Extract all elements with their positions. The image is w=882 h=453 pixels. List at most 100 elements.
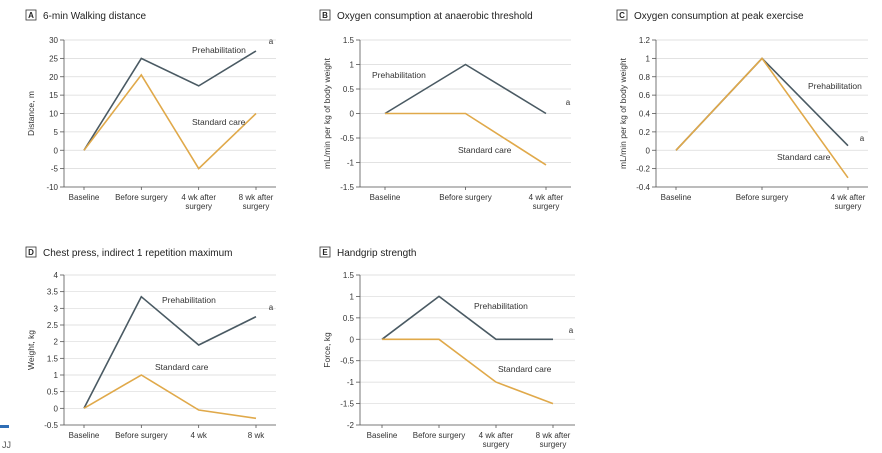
y-tick-label: -10	[46, 183, 58, 192]
y-tick-label: 10	[49, 110, 58, 119]
y-tick-label: 0	[54, 404, 59, 413]
x-tick-label-line: 8 wk	[248, 431, 265, 440]
series-line-prehabilitation	[83, 295, 257, 409]
y-tick-label: 3	[54, 304, 59, 313]
x-tick-label-line: Before surgery	[736, 193, 788, 202]
x-tick-label: Before surgery	[439, 193, 491, 202]
x-tick-label-line: surgery	[483, 440, 510, 449]
y-tick-label: 0	[350, 335, 355, 344]
significance-marker: a	[860, 134, 865, 143]
x-tick-label: Baseline	[367, 431, 398, 440]
x-tick-label-line: surgery	[185, 202, 212, 211]
significance-marker: a	[569, 326, 574, 335]
footer-mark: JJ	[2, 440, 11, 450]
y-tick-label: 3.5	[47, 288, 59, 297]
y-tick-label: 2	[54, 338, 59, 347]
series-line-standard-care	[675, 57, 849, 179]
x-tick-label: 4 wk	[190, 431, 207, 440]
y-tick-label: -2	[347, 421, 355, 430]
x-tick-label-line: 4 wk after	[529, 193, 564, 202]
series-label-standard-care: Standard care	[192, 117, 246, 127]
y-tick-label: 0	[350, 110, 355, 119]
y-tick-label: 1	[350, 61, 355, 70]
panel-title: Oxygen consumption at anaerobic threshol…	[337, 11, 533, 22]
x-tick-label-line: Baseline	[367, 431, 398, 440]
x-tick-label: 4 wk after surgery	[831, 193, 866, 211]
y-tick-label: 1.5	[343, 271, 355, 280]
y-axis-title: mL/min per kg of body weight	[618, 57, 628, 169]
x-tick-label: 8 wk after surgery	[239, 193, 274, 211]
x-tick-label-line: 4 wk after	[831, 193, 866, 202]
series-label-prehabilitation: Prehabilitation	[162, 295, 216, 305]
x-tick-label-line: 4 wk after	[479, 431, 514, 440]
significance-marker: a	[269, 303, 274, 312]
y-tick-label: 30	[49, 36, 58, 45]
x-tick-label-line: Baseline	[661, 193, 692, 202]
y-tick-label: 0.5	[47, 388, 59, 397]
y-axis-title: Weight, kg	[26, 330, 36, 370]
y-tick-label: 25	[49, 54, 58, 63]
footer-accent-bar	[0, 425, 9, 428]
x-tick-label: Baseline	[661, 193, 692, 202]
chart-panel-e: E Handgrip strength -2 -1.5 -1 -0.5 0 0.5 1 1.5 Ba…	[319, 246, 575, 449]
y-tick-label: 1	[646, 54, 651, 63]
series-label-prehabilitation: Prehabilitation	[192, 45, 246, 55]
y-tick-label: 0.4	[639, 110, 651, 119]
chart-panel-d: D Chest press, indirect 1 repetition maxi…	[25, 246, 276, 440]
x-tick-label: Before surgery	[736, 193, 788, 202]
y-tick-label: 5	[54, 128, 59, 137]
x-tick-label-line: surgery	[540, 440, 567, 449]
chart-panel-b: B Oxygen consumption at anaerobic thresho…	[319, 9, 571, 211]
x-tick-label-line: Before surgery	[115, 193, 167, 202]
x-tick-label-line: 8 wk after	[239, 193, 274, 202]
x-tick-label-line: 4 wk after	[181, 193, 216, 202]
x-tick-label-line: surgery	[243, 202, 270, 211]
series-label-prehabilitation: Prehabilitation	[474, 301, 528, 311]
x-tick-label-line: 8 wk after	[536, 431, 571, 440]
x-tick-label-line: Before surgery	[115, 431, 167, 440]
x-tick-label-line: Baseline	[69, 431, 100, 440]
panel-badge-box	[25, 246, 37, 258]
y-tick-label: 1	[350, 292, 355, 301]
series-line-prehabilitation	[83, 50, 257, 151]
y-tick-label: 4	[54, 271, 59, 280]
series-line-standard-care	[83, 374, 257, 420]
panel-title: Chest press, indirect 1 repetition maxim…	[43, 248, 233, 259]
series-line-standard-care	[382, 338, 554, 405]
series-label-standard-care: Standard care	[458, 145, 512, 155]
chart-panel-c: C Oxygen consumption at peak exercise -0.4…	[616, 9, 868, 211]
panel-badge-box	[25, 9, 37, 21]
y-tick-label: 0	[646, 146, 651, 155]
y-tick-label: 20	[49, 73, 58, 82]
x-tick-label: Baseline	[69, 431, 100, 440]
x-tick-label-line: 4 wk	[190, 431, 207, 440]
y-axis-title: Distance, m	[26, 91, 36, 136]
y-tick-label: -1.5	[340, 400, 354, 409]
significance-marker: a	[566, 98, 571, 107]
y-tick-label: 1.5	[343, 36, 355, 45]
x-tick-label: 4 wk after surgery	[529, 193, 564, 211]
series-line-standard-care	[385, 112, 547, 166]
y-tick-label: -0.4	[636, 183, 650, 192]
panel-badge-letter: D	[28, 248, 34, 257]
series-label-standard-care: Standard care	[777, 152, 831, 162]
x-tick-label-line: surgery	[835, 202, 862, 211]
panel-badge-letter: B	[322, 11, 328, 20]
series-line-standard-care	[83, 73, 257, 170]
panel-badge-box	[616, 9, 628, 21]
y-tick-label: 1	[54, 371, 59, 380]
x-tick-label-line: surgery	[533, 202, 560, 211]
x-tick-label: Before surgery	[413, 431, 465, 440]
y-tick-label: 15	[49, 91, 58, 100]
x-tick-label: Baseline	[370, 193, 401, 202]
y-tick-label: 2.5	[47, 321, 59, 330]
series-label-standard-care: Standard care	[155, 362, 209, 372]
x-tick-label-line: Baseline	[370, 193, 401, 202]
y-tick-label: 1.2	[639, 36, 651, 45]
y-tick-label: -0.5	[340, 357, 354, 366]
y-tick-label: -0.5	[44, 421, 58, 430]
series-line-prehabilitation	[675, 57, 849, 151]
y-tick-label: -1	[347, 378, 355, 387]
panel-badge-letter: C	[619, 11, 625, 20]
